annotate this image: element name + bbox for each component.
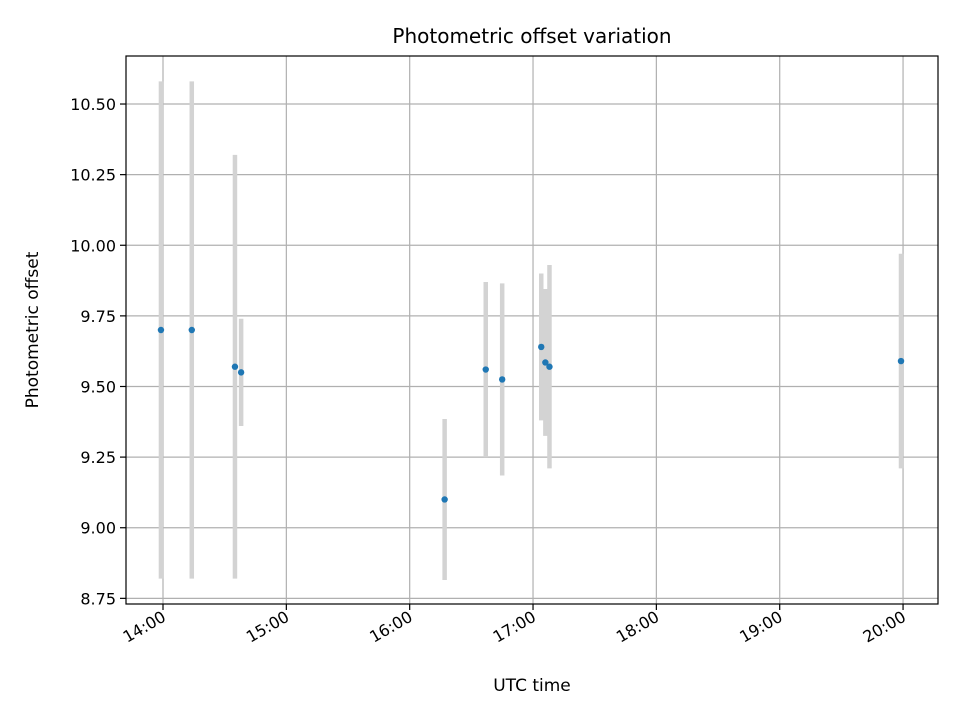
data-point: [441, 496, 448, 503]
plot-frame: [125, 55, 939, 605]
y-tick-label: 10.00: [70, 236, 116, 255]
data-point: [157, 326, 165, 334]
chart-title: Photometric offset variation: [392, 24, 671, 48]
data-points: [157, 326, 905, 503]
y-tick-label: 10.50: [70, 95, 116, 114]
data-point: [546, 363, 553, 370]
data-point: [542, 359, 549, 366]
y-axis-label: Photometric offset: [23, 251, 43, 408]
data-point: [188, 326, 195, 334]
data-point: [538, 343, 545, 351]
y-axis-ticks: 8.75 9.00 9.25 9.50 9.75 10.00 10.25 10.50: [70, 95, 126, 608]
y-tick-label: 10.25: [70, 166, 116, 185]
data-point: [237, 369, 245, 376]
grid: [126, 56, 938, 604]
data-point: [231, 363, 239, 370]
y-tick-label: 9.25: [80, 448, 116, 467]
y-tick-label: 9.00: [80, 519, 116, 538]
y-tick-label: 8.75: [80, 589, 116, 608]
y-tick-label: 9.50: [80, 377, 116, 396]
y-tick-label: 9.75: [80, 307, 116, 326]
data-point: [482, 366, 489, 373]
data-point: [897, 357, 905, 365]
data-point: [498, 376, 506, 383]
x-axis-label: UTC time: [493, 676, 571, 696]
